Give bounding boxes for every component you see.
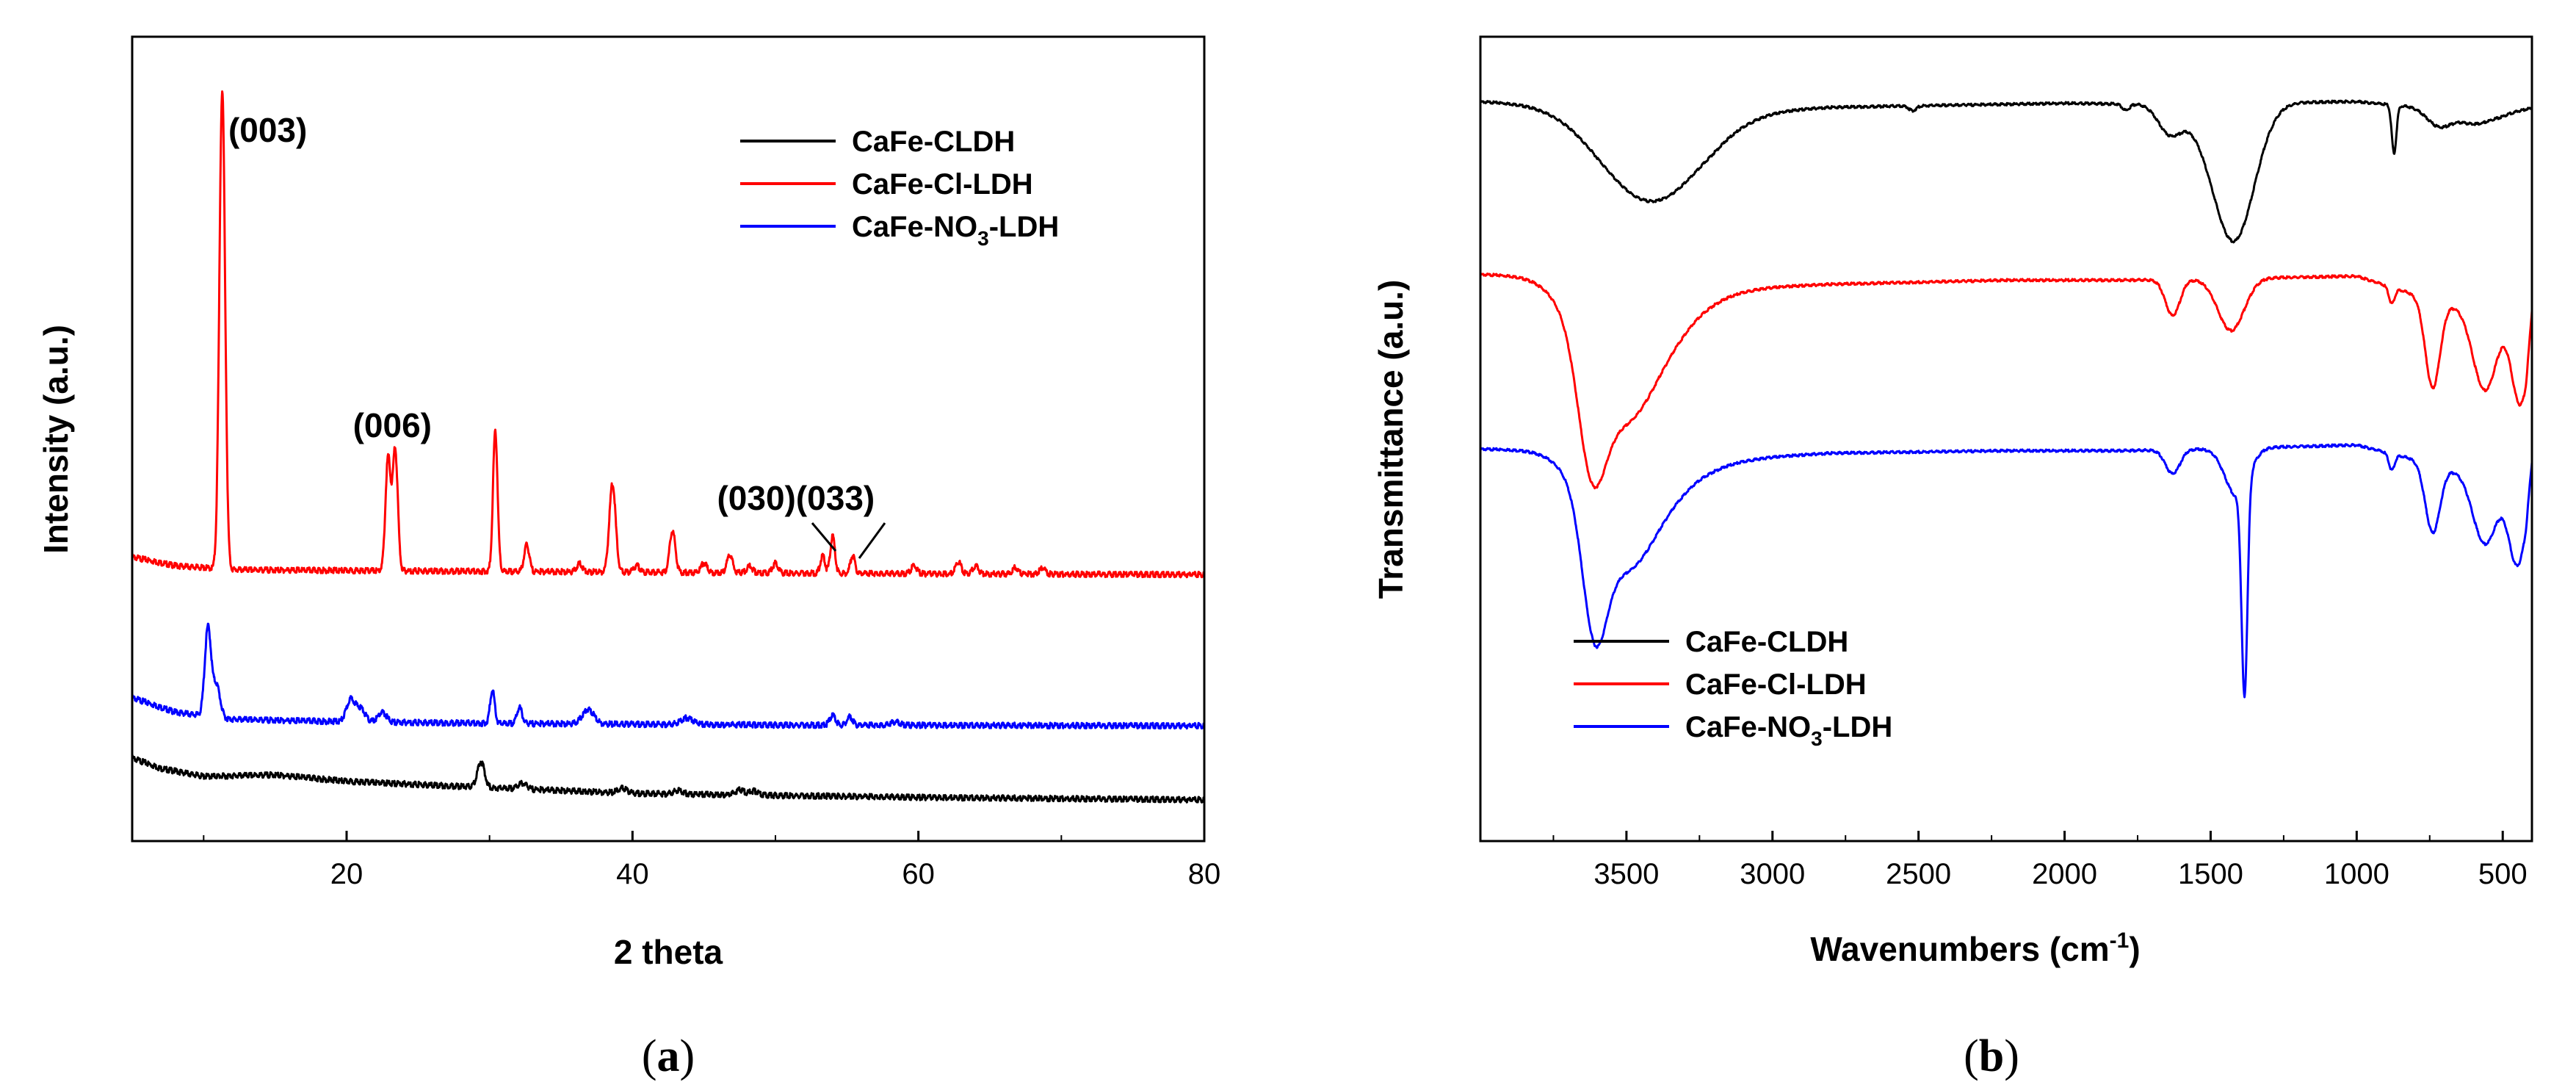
panel-b-x-axis-title-superscript: -1 — [2110, 928, 2130, 953]
panel-b-y-axis-title: Transmittance (a.u.) — [1372, 280, 1410, 599]
panel-a-series-cafe-cl-ldh — [131, 90, 1206, 579]
panel-b-frame — [1479, 35, 2533, 843]
panel-b-x-axis-title-main: Wavenumbers (cm — [1810, 930, 2109, 968]
panel-b-legend-label: CaFe-Cl-LDH — [1685, 668, 1867, 701]
panel-b-x-tick-label: 3500 — [1593, 858, 1659, 890]
panel-b-legend-label: CaFe-NO3-LDH — [1685, 711, 1892, 750]
panel-b-x-tick-label: 3000 — [1740, 858, 1805, 890]
panel-b-caption-label: (b) — [1964, 1031, 2019, 1081]
panel-b-x-axis-title: Wavenumbers (cm-1) — [1810, 928, 2140, 968]
panel-a-legend: CaFe-CLDH CaFe-Cl-LDH CaFe-NO3-LDH — [740, 126, 1059, 250]
panel-b-x-tick-label: 2000 — [2032, 858, 2097, 890]
panel-b-legend-label: CaFe-CLDH — [1685, 626, 1848, 658]
panel-a-frame — [131, 35, 1206, 843]
panel-b-series-cafe-cldh — [1479, 99, 2533, 244]
panel-a-legend-label: CaFe-Cl-LDH — [852, 168, 1033, 201]
panel-b-ftir-chart: 3500 3000 2500 2000 1500 1000 500 CaFe-CLDHCaF… — [1372, 35, 2533, 968]
panel-a-annotation-label: (003) — [228, 111, 307, 149]
panel-b-x-ticks: 3500 3000 2500 2000 1500 1000 500 — [1552, 831, 2528, 890]
panel-a-x-tick-label: 20 — [330, 858, 363, 890]
panel-b-legend: CaFe-CLDH CaFe-Cl-LDH CaFe-NO3-LDH — [1574, 626, 1892, 750]
panel-a-x-axis-title: 2 theta — [614, 933, 723, 971]
panel-a-x-tick-label: 60 — [902, 858, 935, 890]
panel-a-series-cafe-no3-ldh — [131, 622, 1206, 730]
panel-a-legend-label: CaFe-CLDH — [852, 126, 1015, 158]
panel-b-series-cafe-no3-ldh — [1479, 443, 2533, 699]
panel-a-annotation-label: (006) — [353, 406, 432, 444]
panel-b-x-tick-label: 1500 — [2178, 858, 2243, 890]
panel-a-annotations: (003) (006) (030)(033) — [228, 111, 886, 559]
panel-b-x-axis-title-end: ) — [2129, 930, 2140, 968]
panel-a-xrd-chart: 20 40 60 80 (003)(006)(030)(033) CaFe-CLDHC… — [37, 35, 1220, 971]
panel-a-plot-area — [131, 90, 1206, 804]
panel-b-series-cafe-cl-ldh — [1479, 272, 2533, 490]
panel-a-caption-label: (a) — [642, 1031, 695, 1081]
panel-a-x-tick-label: 40 — [616, 858, 649, 890]
panel-a-y-axis-title: Intensity (a.u.) — [37, 325, 75, 554]
panel-a-legend-label: CaFe-NO3-LDH — [852, 211, 1059, 250]
panel-a-series-cafe-cldh — [131, 754, 1206, 804]
panel-a-x-ticks: 20 40 60 80 — [203, 831, 1220, 890]
panel-a-x-tick-label: 80 — [1188, 858, 1221, 890]
panel-b-x-tick-label: 2500 — [1886, 858, 1951, 890]
panel-b-plot-area — [1479, 99, 2533, 699]
panel-b-x-tick-label: 500 — [2478, 858, 2528, 890]
panel-b-x-tick-label: 1000 — [2324, 858, 2389, 890]
panel-a-annotation-leader-033 — [858, 522, 886, 559]
panel-a-annotation-label: (030)(033) — [717, 479, 875, 517]
panel-a-annotation-leader-030 — [811, 522, 837, 552]
